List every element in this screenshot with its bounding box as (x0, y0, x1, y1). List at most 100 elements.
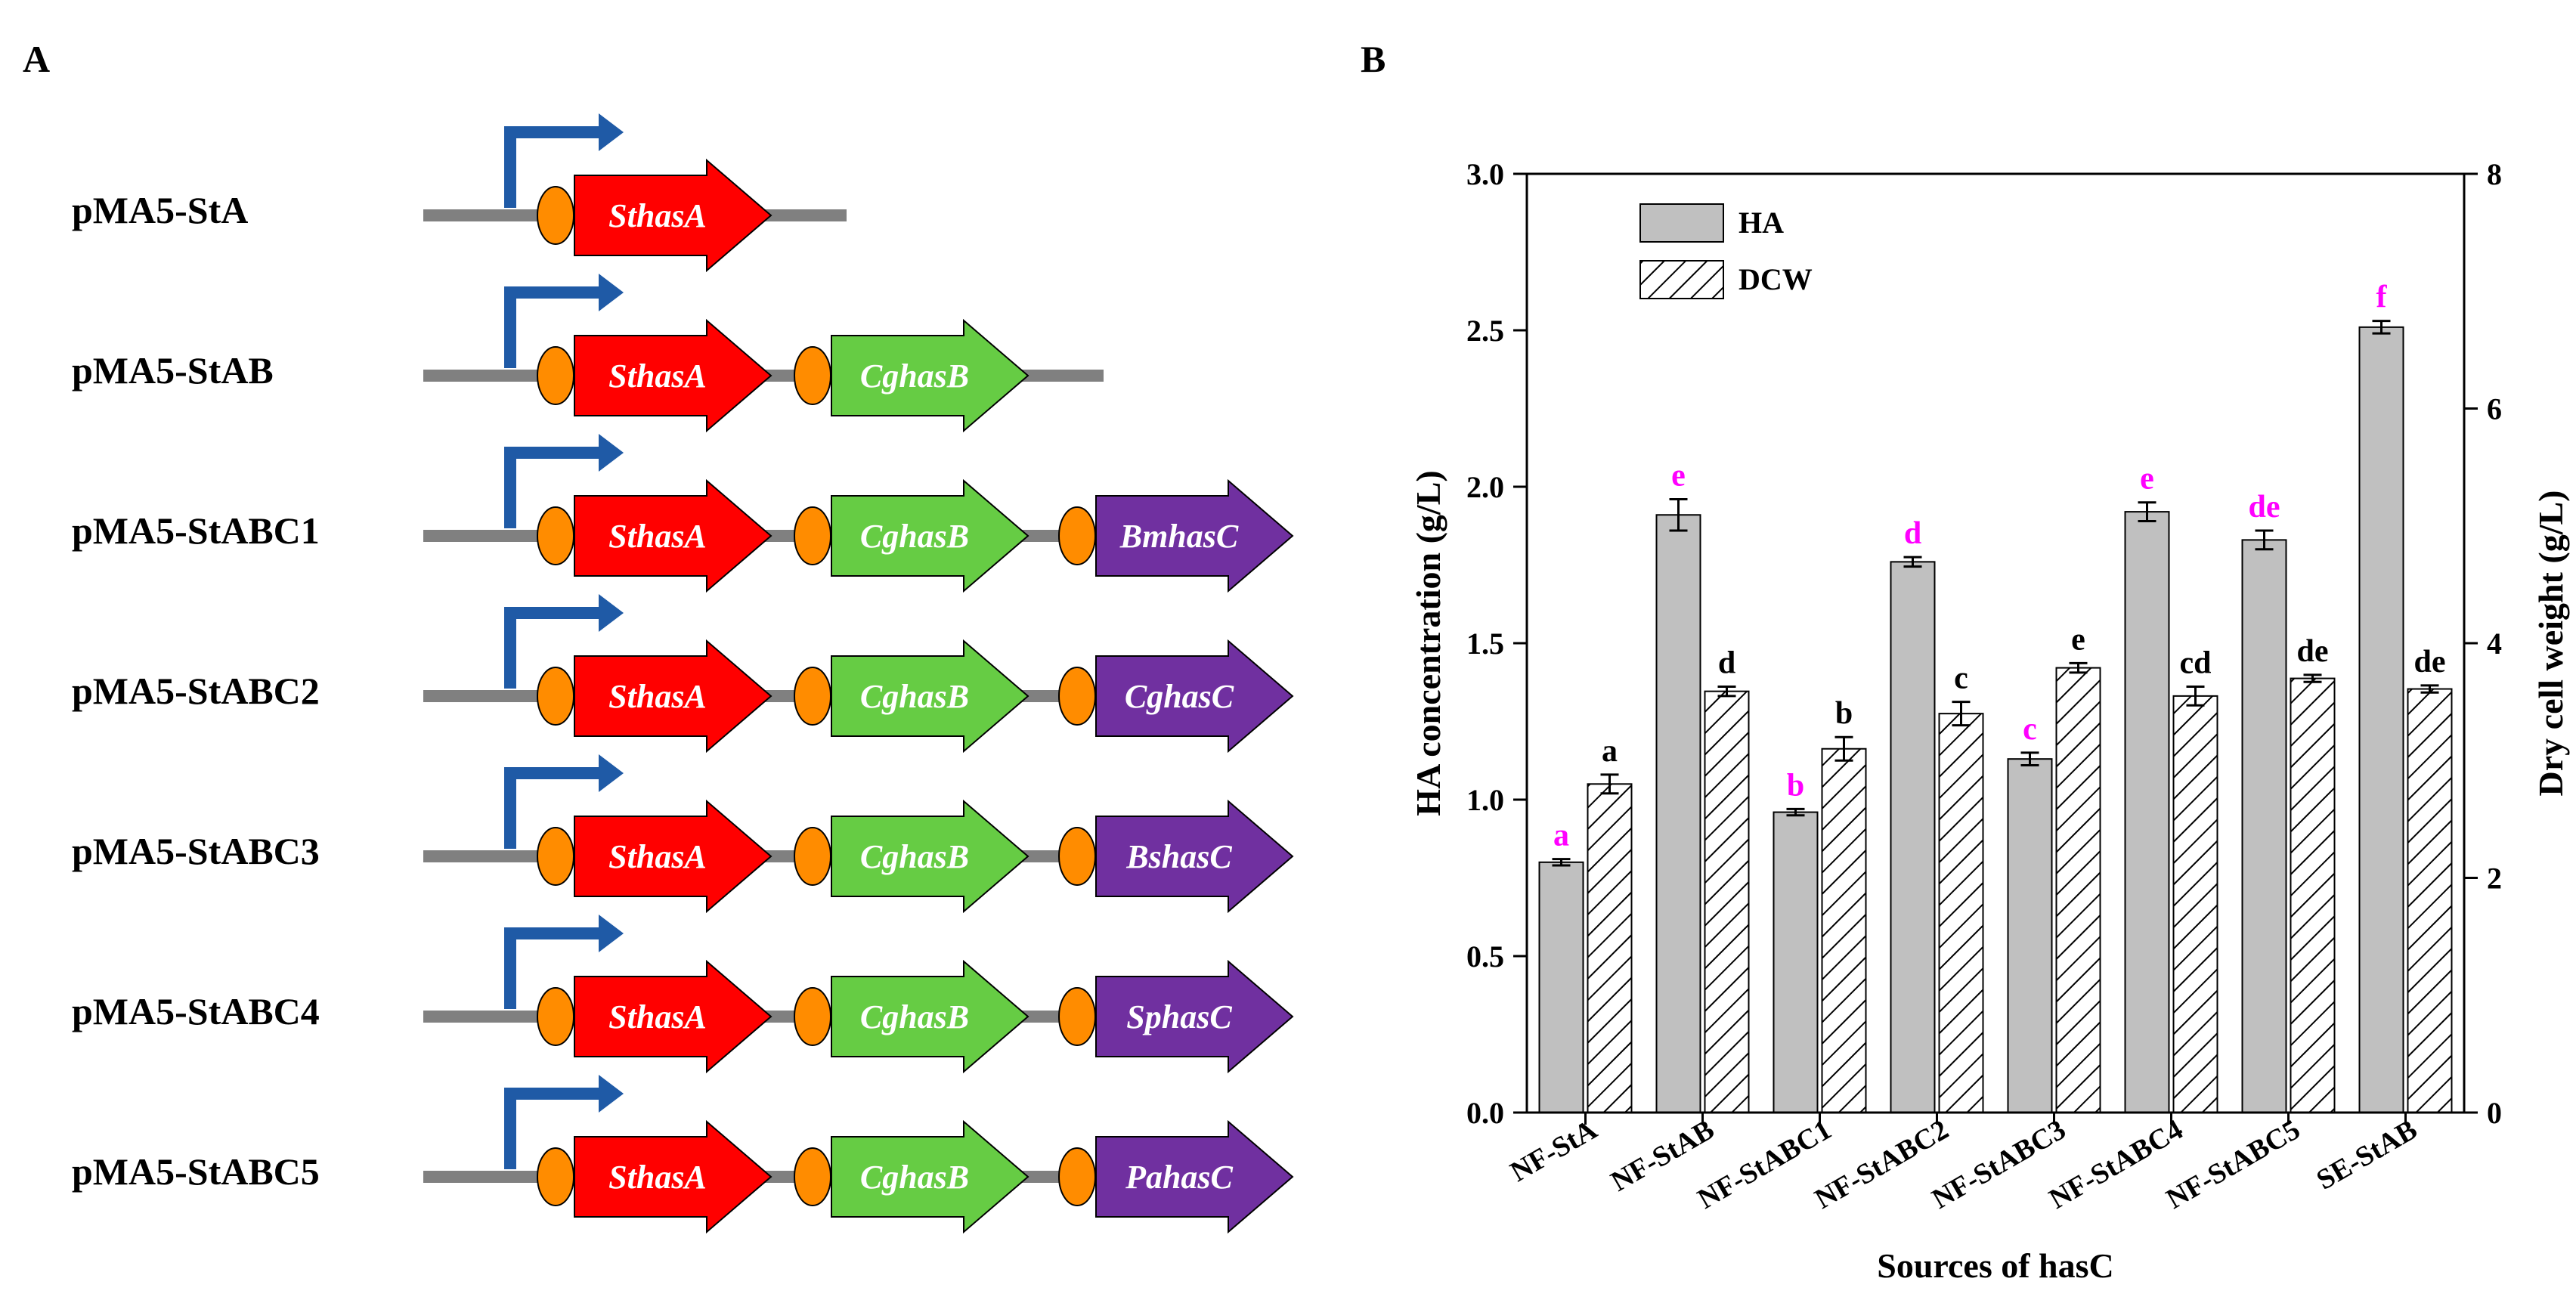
y-right-tick-label: 4 (2487, 627, 2502, 661)
construct-name: pMA5-StABC4 (72, 990, 320, 1032)
construct-row: pMA5-StAB SthasA CghasB (72, 274, 1104, 433)
construct-name: pMA5-StABC3 (72, 830, 320, 872)
legend-label: DCW (1738, 262, 1813, 296)
x-tick-label: NF-StA (1505, 1113, 1602, 1188)
rbs-icon (537, 987, 574, 1046)
gene-label: CghasC (1125, 678, 1234, 715)
significance-letter: c (2023, 712, 2037, 747)
bar-dcw (1821, 748, 1867, 1113)
rbs-icon (1058, 667, 1096, 726)
gene-label: CghasB (860, 678, 969, 715)
bar-dcw (2055, 667, 2101, 1113)
panel-a-label: A (23, 38, 50, 80)
bar-ha (2358, 326, 2404, 1113)
gene-label: SthasA (608, 518, 707, 555)
construct-name: pMA5-StABC5 (72, 1150, 320, 1193)
gene-label: SthasA (608, 678, 707, 715)
rbs-icon (794, 506, 831, 565)
significance-letter: de (2414, 645, 2446, 679)
significance-letter: a (1602, 734, 1618, 769)
significance-letter: b (1835, 696, 1853, 731)
y-right-tick-label: 0 (2487, 1096, 2502, 1130)
legend-label: HA (1738, 206, 1784, 240)
rbs-icon (1058, 987, 1096, 1046)
x-tick-label: NF-StAB (1605, 1113, 1720, 1197)
bar-ha (1538, 861, 1584, 1114)
gene-label: SthasA (608, 197, 707, 234)
gene-arrow (574, 959, 772, 1074)
gene-arrow (831, 639, 1029, 754)
significance-letter: d (1718, 645, 1735, 680)
gene-label: SthasA (608, 838, 707, 875)
significance-letter: b (1787, 768, 1804, 803)
gene-arrow (574, 639, 772, 754)
significance-letter: e (1671, 459, 1686, 494)
construct-row: pMA5-StABC2 SthasA CghasB CghasC (72, 594, 1294, 754)
significance-letter: a (1553, 819, 1569, 853)
gene-label: CghasB (860, 838, 969, 875)
x-axis-label: Sources of hasC (1877, 1246, 2114, 1285)
promoter-arrowhead-icon (599, 594, 624, 632)
significance-letter: f (2376, 280, 2388, 315)
promoter-icon (504, 447, 605, 528)
x-tick-label: NF-StABC5 (2161, 1113, 2305, 1215)
gene-arrow (1095, 1119, 1294, 1234)
significance-letter: cd (2180, 645, 2212, 680)
bar-ha (1773, 811, 1819, 1114)
gene-arrow (1095, 799, 1294, 914)
promoter-icon (504, 1088, 605, 1169)
x-tick-label: NF-StABC4 (2044, 1113, 2188, 1215)
gene-label: CghasB (860, 1159, 969, 1196)
y-left-tick-label: 1.5 (1466, 627, 1504, 661)
promoter-arrowhead-icon (599, 113, 624, 151)
rbs-icon (537, 346, 574, 405)
bar-dcw (2407, 688, 2453, 1113)
y-right-tick-label: 6 (2487, 392, 2502, 426)
promoter-icon (504, 767, 605, 849)
rbs-icon (1058, 506, 1096, 565)
rbs-icon (537, 667, 574, 726)
gene-arrow (1095, 478, 1294, 593)
construct-row: pMA5-StABC4 SthasA CghasB SphasC (72, 915, 1294, 1074)
construct-row: pMA5-StA SthasA (72, 113, 847, 273)
rbs-icon (537, 1147, 574, 1206)
y-left-tick-label: 2.5 (1466, 314, 1504, 348)
bar-ha (1655, 514, 1701, 1113)
gene-label: SthasA (608, 1159, 707, 1196)
gene-arrow (574, 318, 772, 433)
y-right-tick-label: 2 (2487, 862, 2502, 896)
legend-swatch-ha (1639, 203, 1724, 243)
promoter-arrowhead-icon (599, 1075, 624, 1113)
significance-letter: de (2297, 634, 2329, 669)
bar-dcw (1938, 713, 1984, 1113)
promoter-arrowhead-icon (599, 274, 624, 311)
promoter-icon (504, 126, 605, 208)
gene-label: SthasA (608, 998, 707, 1035)
bar-ha (2124, 511, 2170, 1113)
construct-row: pMA5-StABC5 SthasA CghasB PahasC (72, 1075, 1294, 1234)
gene-label: CghasB (860, 358, 969, 395)
rbs-icon (794, 827, 831, 886)
gene-label: PahasC (1125, 1159, 1233, 1196)
y-right-tick-label: 8 (2487, 157, 2502, 191)
promoter-icon (504, 927, 605, 1009)
bar-dcw (2290, 677, 2336, 1113)
bar-dcw (1704, 690, 1750, 1113)
rbs-icon (537, 186, 574, 245)
y-axis-right-label: Dry cell weight (g/L) (2531, 491, 2570, 797)
promoter-arrowhead-icon (599, 434, 624, 472)
rbs-icon (1058, 827, 1096, 886)
y-left-tick-label: 1.0 (1466, 783, 1504, 817)
x-tick-label: NF-StABC1 (1692, 1113, 1837, 1215)
significance-letter: c (1954, 661, 1968, 696)
chart-legend: HA DCW (1639, 203, 1813, 299)
rbs-icon (794, 667, 831, 726)
gene-arrow (574, 478, 772, 593)
y-left-tick-label: 0.0 (1466, 1096, 1504, 1130)
gene-label: SthasA (608, 358, 707, 395)
bar-dcw (2172, 695, 2218, 1113)
y-left-tick-label: 0.5 (1466, 939, 1504, 973)
